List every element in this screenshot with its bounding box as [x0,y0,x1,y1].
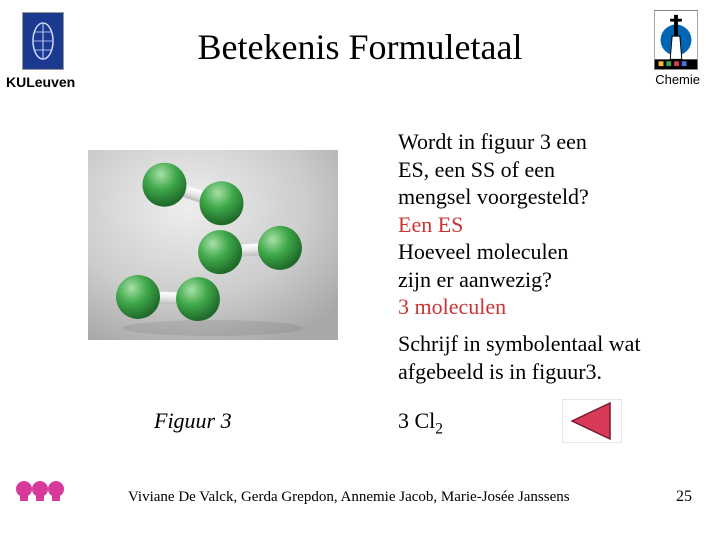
formula-coefficient: 3 [398,408,409,433]
task-block: Schrijf in symbolentaal wat afgebeeld is… [398,330,708,385]
formula-element: Cl [415,408,436,433]
chemie-logo [654,10,698,70]
slide-title: Betekenis Formuletaal [0,26,720,68]
slide-number: 25 [676,488,692,506]
q2-line1: Hoeveel moleculen [398,238,698,266]
formula: 3 Cl2 [398,408,443,438]
arrow-left-icon [562,399,622,443]
task-line1: Schrijf in symbolentaal wat [398,330,708,358]
figure-caption: Figuur 3 [154,408,232,434]
q1-line3: mengsel voorgesteld? [398,183,698,211]
formula-subscript: 2 [435,420,443,437]
a1: Een ES [398,211,698,239]
footer-icon [14,479,70,512]
institution-label: KULeuven [6,74,75,90]
q2-line2: zijn er aanwezig? [398,266,698,294]
authors: Viviane De Valck, Gerda Grepdon, Annemie… [128,489,570,506]
q1-line1: Wordt in figuur 3 een [398,128,698,156]
task-line2: afgebeeld is in figuur3. [398,358,708,386]
q1-line2: ES, een SS of een [398,156,698,184]
question-block: Wordt in figuur 3 een ES, een SS of een … [398,128,698,321]
chemie-label: Chemie [655,72,700,87]
a2: 3 moleculen [398,293,698,321]
figure-image [88,150,338,340]
back-button[interactable] [556,398,628,444]
